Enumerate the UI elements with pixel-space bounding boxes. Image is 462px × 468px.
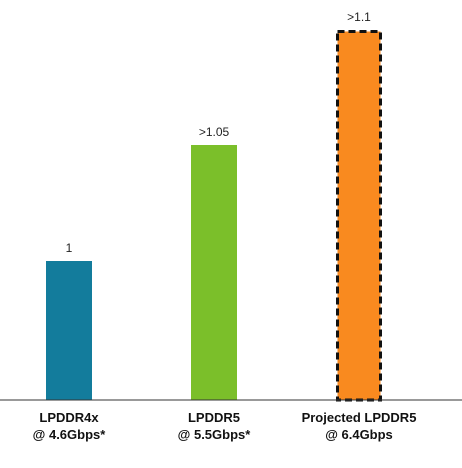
data-label-3: >1.1 bbox=[347, 10, 371, 24]
bar-2 bbox=[191, 145, 237, 400]
bar-3 bbox=[336, 30, 382, 402]
labels-group: 1 LPDDR4x @ 4.6Gbps* >1.05 LPDDR5 @ 5.5Gbps* >… bbox=[33, 10, 417, 442]
bars-group bbox=[46, 30, 382, 402]
bar-1 bbox=[46, 261, 92, 400]
category-label-1-line-1: LPDDR4x bbox=[39, 410, 99, 425]
category-label-1-line-2: @ 4.6Gbps* bbox=[33, 427, 107, 442]
data-label-1: 1 bbox=[66, 241, 73, 255]
category-label-3-line-2: @ 6.4Gbps bbox=[325, 427, 393, 442]
category-label-3-line-1: Projected LPDDR5 bbox=[302, 410, 417, 425]
data-label-2: >1.05 bbox=[199, 125, 230, 139]
category-label-2-line-2: @ 5.5Gbps* bbox=[178, 427, 252, 442]
category-label-2-line-1: LPDDR5 bbox=[188, 410, 240, 425]
